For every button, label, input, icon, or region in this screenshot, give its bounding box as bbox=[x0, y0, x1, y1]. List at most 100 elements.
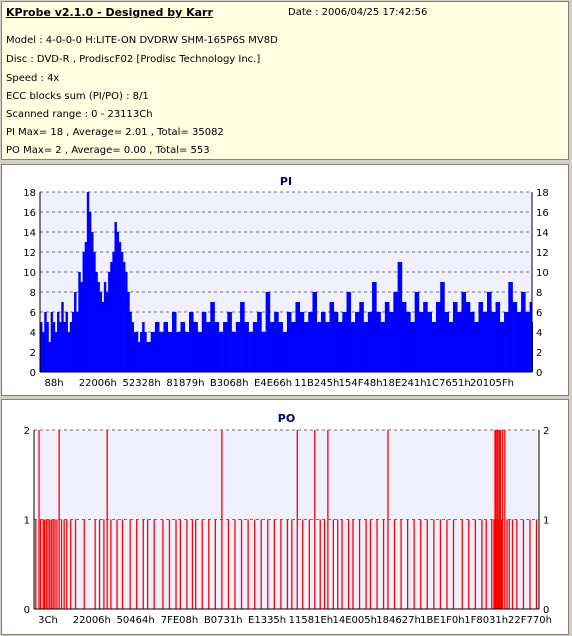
pi-bar bbox=[457, 312, 462, 372]
pi-bar bbox=[261, 332, 266, 372]
po-xtick-label: B0731h bbox=[204, 615, 243, 626]
pi-bar bbox=[223, 322, 228, 372]
pi-bar bbox=[59, 322, 62, 372]
pi-bar bbox=[40, 322, 43, 372]
pi-bar bbox=[329, 302, 335, 372]
pi-bar bbox=[42, 332, 45, 372]
pi-bar bbox=[114, 222, 117, 372]
pi-ytick-label-right: 6 bbox=[536, 308, 542, 319]
pi-bar bbox=[103, 282, 107, 372]
pi-bar bbox=[108, 272, 111, 372]
pi-bar bbox=[146, 342, 151, 372]
pi-bar bbox=[235, 322, 241, 372]
pi-chart-panel: PI 0 0 2 2 4 4 6 6 8 8 10 10 12 12 14 14 16 16 18 18 88h 22006… bbox=[1, 164, 569, 396]
speed-line: Speed : 4x bbox=[6, 73, 60, 84]
pi-bar bbox=[133, 332, 137, 372]
pi-ytick-label-left: 8 bbox=[30, 288, 36, 299]
pi-bar bbox=[312, 292, 318, 372]
pi-bar bbox=[52, 322, 56, 372]
pi-xtick-label: 11B245h bbox=[294, 378, 339, 389]
pi-bar bbox=[512, 302, 518, 372]
pi-ytick-label-left: 4 bbox=[30, 328, 36, 339]
pi-ytick-label-right: 10 bbox=[536, 268, 549, 279]
pi-bar bbox=[97, 282, 100, 372]
pi-bar bbox=[397, 262, 403, 372]
pi-bar bbox=[350, 322, 356, 372]
pi-bar bbox=[355, 312, 360, 372]
pi-bar bbox=[127, 292, 130, 372]
pi-bar bbox=[154, 322, 160, 372]
pi-bar bbox=[131, 322, 134, 372]
pi-ytick-label-right: 4 bbox=[536, 328, 542, 339]
pi-bar bbox=[291, 322, 296, 372]
pi-bar bbox=[325, 322, 330, 372]
pi-ytick-label-left: 18 bbox=[23, 188, 36, 199]
disc-line: Disc : DVD-R , ProdiscF02 [Prodisc Techn… bbox=[6, 54, 261, 65]
pi-bar bbox=[338, 322, 343, 372]
pi-bar bbox=[93, 252, 96, 372]
pi-bar bbox=[176, 332, 181, 372]
pi-bar bbox=[86, 192, 90, 372]
pi-bar bbox=[461, 292, 467, 372]
pi-bar bbox=[142, 322, 145, 372]
pi-xtick-label: B3068h bbox=[210, 378, 249, 389]
pi-bar bbox=[257, 312, 262, 372]
pi-bar bbox=[193, 322, 198, 372]
pi-bar bbox=[423, 302, 428, 372]
pi-ytick-label-left: 14 bbox=[23, 228, 36, 239]
app-title: KProbe v2.1.0 - Designed by Karr bbox=[6, 6, 213, 19]
pi-bar bbox=[184, 332, 190, 372]
pi-xtick-label: 88h bbox=[44, 378, 63, 389]
pi-bar bbox=[376, 312, 381, 372]
pi-bar bbox=[474, 322, 479, 372]
pi-bar bbox=[101, 302, 105, 372]
pi-bar bbox=[482, 312, 488, 372]
pi-bar bbox=[410, 322, 415, 372]
pi-xtick-label: E4E66h bbox=[254, 378, 292, 389]
pi-bar bbox=[84, 242, 88, 372]
pi-bar bbox=[110, 262, 113, 372]
pi-bar bbox=[231, 332, 237, 372]
pi-bar bbox=[46, 322, 49, 372]
pi-bar bbox=[495, 302, 501, 372]
pi-ytick-label-left: 0 bbox=[30, 368, 36, 379]
pi-bar bbox=[440, 282, 445, 372]
pi-bar bbox=[88, 212, 92, 372]
pi-ytick-label-right: 14 bbox=[536, 228, 549, 239]
pi-bar bbox=[320, 312, 326, 372]
pi-bar bbox=[529, 302, 533, 372]
pi-ytick-label-right: 18 bbox=[536, 188, 549, 199]
ecc-line: ECC blocks sum (PI/PO) : 8/1 bbox=[6, 91, 149, 102]
pi-bar bbox=[137, 342, 141, 372]
pi-bar bbox=[525, 312, 530, 372]
pi-bar bbox=[206, 322, 211, 372]
pi-bar bbox=[65, 312, 68, 372]
pi-bar bbox=[448, 322, 454, 372]
pi-bar bbox=[120, 252, 124, 372]
pi-xtick-label: 18E241h bbox=[382, 378, 426, 389]
pi-bar bbox=[516, 312, 522, 372]
pi-bar bbox=[308, 312, 313, 372]
po-chart: PO 0 0 1 1 2 2 3Ch 22006h 50464h 7FE08h B0731h E1335… bbox=[24, 412, 552, 626]
pi-ytick-label-right: 8 bbox=[536, 288, 542, 299]
pi-ytick-label-left: 10 bbox=[23, 268, 36, 279]
pi-bar bbox=[99, 292, 103, 372]
pi-bar bbox=[48, 342, 51, 372]
pi-bar bbox=[265, 292, 271, 372]
po-xtick-label: 184627h bbox=[376, 615, 421, 626]
pi-bar bbox=[435, 302, 441, 372]
po-xtick-label: 22006h bbox=[73, 615, 111, 626]
po-ytick-label-left: 1 bbox=[24, 516, 30, 527]
pi-bar bbox=[380, 322, 386, 372]
pi-bar bbox=[418, 312, 424, 372]
pi-bar bbox=[95, 272, 98, 372]
po-ytick-label-left: 0 bbox=[24, 605, 30, 616]
pi-xtick-label: 22006h bbox=[79, 378, 117, 389]
pi-bar bbox=[359, 302, 364, 372]
pi-bar bbox=[372, 282, 377, 372]
pi-bar bbox=[197, 332, 203, 372]
pi-xtick-label: 81879h bbox=[166, 378, 204, 389]
pi-bar bbox=[252, 322, 258, 372]
pi-bar bbox=[91, 232, 94, 372]
pi-bar bbox=[63, 322, 66, 372]
